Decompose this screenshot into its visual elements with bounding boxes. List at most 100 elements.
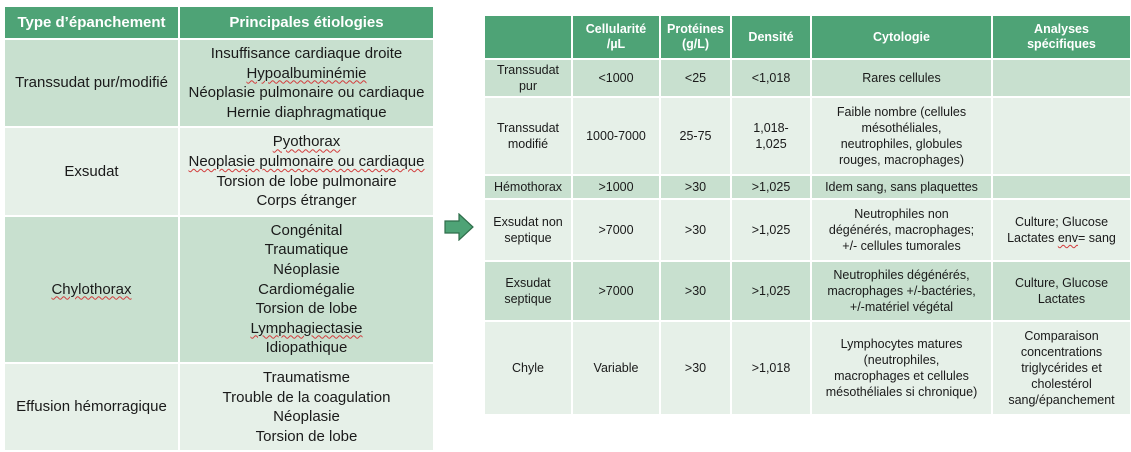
densite-cell: <1,018 <box>730 58 812 98</box>
etiology-item: Congénital <box>183 221 430 241</box>
proteines-cell: >30 <box>659 174 732 200</box>
cytologie-cell: Neutrophiles dégénérés, macrophages +/-ba… <box>810 260 993 322</box>
analyses-cell: Comparaison concentrations triglycérides e… <box>991 320 1131 416</box>
etiology-item: Corps étranger <box>183 191 430 211</box>
etiology-text: Cardiomégalie <box>258 280 355 298</box>
characteristics-row: Exsudat septique >7000 >30 >1,025 Neutrophile… <box>483 260 1131 322</box>
etiology-text: Néoplasie <box>273 408 340 426</box>
row-type: Transsudat modifié <box>483 96 573 176</box>
etiology-text: Corps étranger <box>256 192 357 210</box>
densite-cell: >1,018 <box>730 320 812 416</box>
column-header: Analyses spécifiques <box>991 14 1131 60</box>
analyses-cell: Culture, Glucose Lactates <box>991 260 1131 322</box>
column-header: Cytologie <box>810 14 993 60</box>
etiology-text: Torsion de lobe <box>255 427 358 445</box>
etiology-text: Néoplasie <box>273 260 340 278</box>
analyses-line: Lactates env= sang <box>1007 231 1116 245</box>
cytologie-line: dégénérés, macrophages; <box>828 223 975 237</box>
effusion-type: Exsudat <box>3 126 180 217</box>
cellularite-cell: Variable <box>571 320 661 416</box>
analyses-line: Comparaison <box>1024 329 1099 343</box>
column-header: Densité <box>730 14 812 60</box>
etiology-list: Pyothorax Neoplasie pulmonaire ou cardiaq… <box>178 126 435 217</box>
column-header-line: Protéines <box>667 22 724 36</box>
cytologie-line: mésothéliales, <box>861 121 942 135</box>
proteines-cell: >30 <box>659 320 732 416</box>
analyses-cell: Culture; Glucose Lactates env= sang <box>991 198 1131 262</box>
cytologie-line: macrophages +/-bactéries, <box>827 284 976 298</box>
etiology-item: Hypoalbuminémie <box>183 64 430 84</box>
row-type-line: septique <box>504 292 552 306</box>
row-type-line: modifié <box>507 137 549 151</box>
etiology-row: Effusion hémorragique Traumatisme Trouble … <box>3 361 435 452</box>
etiology-item: Torsion de lobe <box>183 427 430 447</box>
etiology-row: Transsudat pur/modifié Insuffisance cardi… <box>3 37 435 129</box>
cellularite-cell: >7000 <box>571 198 661 262</box>
analyses-line: triglycérides et <box>1021 361 1102 375</box>
etiology-text: Trouble de la coagulation <box>222 388 391 406</box>
row-type-line: Exsudat non <box>493 215 563 229</box>
cytologie-cell: Faible nombre (cellules mésothéliales, neu… <box>810 96 993 176</box>
densite-cell: >1,025 <box>730 198 812 262</box>
row-type-line: Transsudat <box>496 63 560 77</box>
effusion-type: Effusion hémorragique <box>3 361 180 452</box>
etiology-item: Insuffisance cardiaque droite <box>183 44 430 64</box>
header-empty <box>483 14 573 60</box>
row-type-line: Exsudat <box>505 276 551 290</box>
row-type-line: Chyle <box>512 361 544 375</box>
cytologie-line: Neutrophiles non <box>854 207 949 221</box>
analyses-line: Lactates <box>1037 292 1086 306</box>
etiology-text: Pyothorax <box>272 133 341 151</box>
row-type-line: Transsudat <box>496 121 560 135</box>
analyses-cell <box>991 174 1131 200</box>
header-etiologies: Principales étiologies <box>178 5 435 40</box>
cytologie-cell: Idem sang, sans plaquettes <box>810 174 993 200</box>
etiology-list: Traumatisme Trouble de la coagulation Néop… <box>178 361 435 452</box>
cytologie-line: Neutrophiles dégénérés, <box>833 268 970 282</box>
characteristics-table: Cellularité/µL Protéines (g/L) Densité Cytol… <box>483 14 1131 416</box>
etiology-list: Congénital Traumatique Néoplasie Cardioméga… <box>178 214 435 364</box>
etiology-table: Type d’épanchement Principales étiologie… <box>3 5 435 452</box>
etiology-text: Idiopathique <box>265 339 348 357</box>
characteristics-row: Exsudat non septique >7000 >30 >1,025 Neutrop… <box>483 198 1131 262</box>
effusion-type-label: Effusion hémorragique <box>16 398 167 416</box>
etiology-item: Trouble de la coagulation <box>183 388 430 408</box>
etiology-row: Exsudat Pyothorax Neoplasie pulmonaire ou … <box>3 126 435 217</box>
row-type: Transsudat pur <box>483 58 573 98</box>
cytologie-line: Rares cellules <box>862 71 941 85</box>
cellularite-cell: >7000 <box>571 260 661 322</box>
analyses-line: sang/épanchement <box>1008 393 1115 407</box>
effusion-type-label: Transsudat pur/modifié <box>15 74 168 92</box>
column-header-line: Cytologie <box>873 29 930 44</box>
etiology-item: Néoplasie <box>183 407 430 427</box>
analyses-flagged-word: env <box>1057 231 1078 245</box>
etiology-item: Traumatique <box>183 240 430 260</box>
row-type: Exsudat septique <box>483 260 573 322</box>
cellularite-cell: <1000 <box>571 58 661 98</box>
etiology-text: Congénital <box>270 221 343 239</box>
row-type: Hémothorax <box>483 174 573 200</box>
densite-line: <1,018 <box>751 71 791 85</box>
cytologie-cell: Lymphocytes matures (neutrophiles, macroph… <box>810 320 993 416</box>
cytologie-line: +/- cellules tumorales <box>842 239 961 253</box>
densite-cell: 1,018- 1,025 <box>730 96 812 176</box>
etiology-text: Insuffisance cardiaque droite <box>210 45 403 62</box>
etiology-text: Traumatisme <box>263 368 350 386</box>
column-header-line: Densité <box>748 29 794 44</box>
characteristics-table-header: Cellularité/µL Protéines (g/L) Densité Cytol… <box>483 14 1131 60</box>
etiology-text: Néoplasie pulmonaire ou cardiaque <box>188 84 425 102</box>
cellularite-cell: 1000-7000 <box>571 96 661 176</box>
densite-cell: >1,025 <box>730 260 812 322</box>
densite-line: 1,025 <box>755 137 787 151</box>
characteristics-row: Hémothorax >1000 >30 >1,025 Idem sang, sans … <box>483 174 1131 200</box>
column-header-line: (g/L) <box>681 37 710 51</box>
column-header-line: Cellularité <box>585 22 647 36</box>
proteines-cell: 25-75 <box>659 96 732 176</box>
cytologie-line: rouges, macrophages) <box>838 153 965 167</box>
cytologie-line: mésothéliales si chronique) <box>825 385 978 399</box>
etiology-item: Néoplasie <box>183 260 430 280</box>
cytologie-line: Idem sang, sans plaquettes <box>825 180 978 194</box>
cytologie-line: +/-matériel végétal <box>849 300 954 314</box>
effusion-type: Chylothorax <box>3 214 180 364</box>
etiology-row: Chylothorax Congénital Traumatique Néoplasi… <box>3 214 435 364</box>
